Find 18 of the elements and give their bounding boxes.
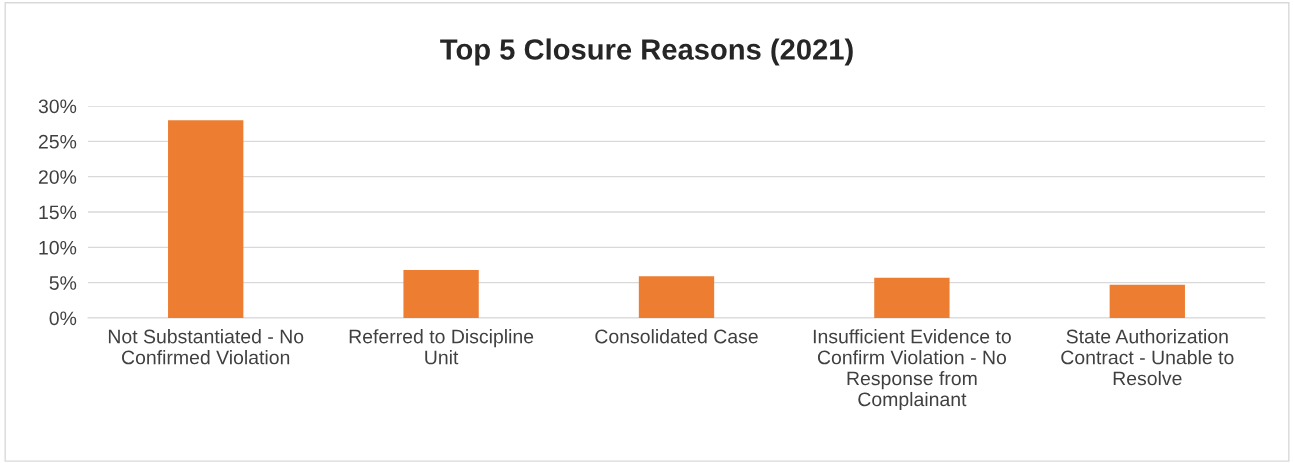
chart-title: Top 5 Closure Reasons (2021) xyxy=(440,38,853,66)
y-tick-label: 25% xyxy=(38,134,77,149)
y-tick-label: 10% xyxy=(39,240,77,255)
bar xyxy=(403,269,479,318)
y-tick-label: 5% xyxy=(49,276,77,290)
y-tick-label: 0% xyxy=(49,311,77,326)
bar xyxy=(168,120,244,318)
x-tick-label: Referred to Discipline Unit xyxy=(349,329,534,365)
y-tick-label: 15% xyxy=(39,205,77,220)
x-tick-label: Consolidated Case xyxy=(595,329,758,344)
x-tick-label: State Authorization Contract - Unable to Resolve xyxy=(1061,329,1234,386)
y-tick-label: 20% xyxy=(38,170,77,184)
x-tick-label: Not Substantiated - No Confirmed Violation xyxy=(108,329,304,365)
x-tick-label: Insufficient Evidence to Confirm Violation - No Response from Complainant xyxy=(813,329,1011,411)
y-tick-label: 30% xyxy=(38,99,77,114)
bar xyxy=(874,277,950,318)
bar xyxy=(638,276,715,318)
bar xyxy=(1109,284,1185,318)
